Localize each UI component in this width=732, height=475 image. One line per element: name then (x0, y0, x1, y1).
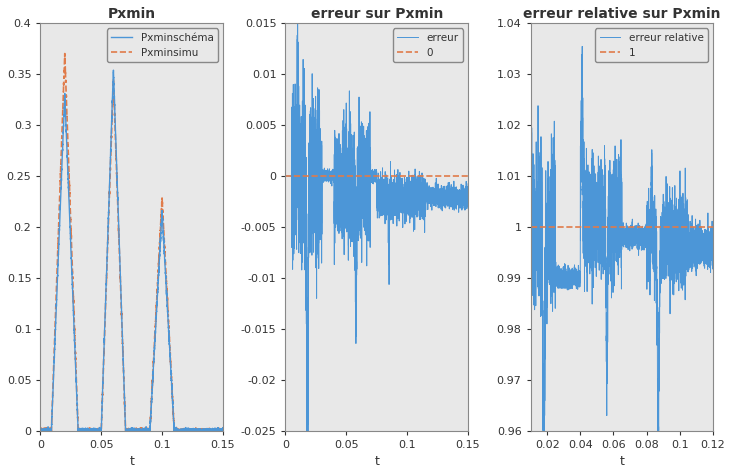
X-axis label: t: t (619, 456, 624, 468)
erreur relative (645, 232, 654, 238)
erreur (463, 200, 472, 206)
Pxminschéma (154, 260, 163, 266)
Pxminsimu (70, 301, 78, 307)
Pxminsimu (106, 169, 115, 174)
erreur relative (676, 236, 685, 242)
erreur (400, 189, 408, 195)
Legend: erreur relative, 1: erreur relative, 1 (595, 28, 708, 62)
Pxminsimu (186, 428, 195, 433)
Pxminschéma (70, 312, 78, 318)
Title: erreur relative sur Pxmin: erreur relative sur Pxmin (523, 7, 720, 21)
Pxminsimu (146, 426, 154, 431)
Legend: erreur, 0: erreur, 0 (393, 28, 463, 62)
Line: Pxminsimu: Pxminsimu (40, 54, 223, 431)
erreur (417, 214, 426, 219)
Pxminsimu (218, 427, 227, 433)
Pxminsimu (36, 428, 45, 434)
Title: Pxmin: Pxmin (108, 7, 156, 21)
Pxminsimu (61, 51, 70, 57)
Pxminschéma (109, 67, 118, 73)
erreur (302, 472, 311, 475)
Legend: Pxminschéma, Pxminsimu: Pxminschéma, Pxminsimu (108, 28, 217, 62)
erreur relative (662, 228, 671, 234)
X-axis label: t: t (130, 456, 134, 468)
erreur relative (539, 428, 548, 434)
Title: erreur sur Pxmin: erreur sur Pxmin (310, 7, 443, 21)
Line: erreur: erreur (285, 0, 468, 475)
erreur (351, 233, 359, 239)
erreur (391, 199, 400, 205)
Line: erreur relative: erreur relative (531, 23, 713, 431)
erreur relative (596, 212, 605, 218)
Pxminsimu (154, 254, 163, 259)
erreur relative (709, 238, 717, 243)
erreur relative (526, 20, 535, 26)
erreur (431, 200, 440, 206)
X-axis label: t: t (374, 456, 379, 468)
Pxminschéma (218, 428, 227, 434)
erreur relative (559, 271, 568, 277)
Pxminsimu (172, 428, 181, 434)
erreur relative (635, 235, 644, 241)
Pxminschéma (146, 428, 154, 434)
Pxminschéma (106, 160, 115, 166)
Line: Pxminschéma: Pxminschéma (40, 70, 223, 431)
Pxminschéma (172, 428, 181, 434)
Pxminschéma (186, 426, 195, 432)
erreur (281, 173, 290, 179)
Pxminschéma (36, 428, 45, 433)
erreur relative (526, 46, 535, 51)
erreur (314, 209, 323, 215)
Pxminschéma (36, 428, 45, 434)
